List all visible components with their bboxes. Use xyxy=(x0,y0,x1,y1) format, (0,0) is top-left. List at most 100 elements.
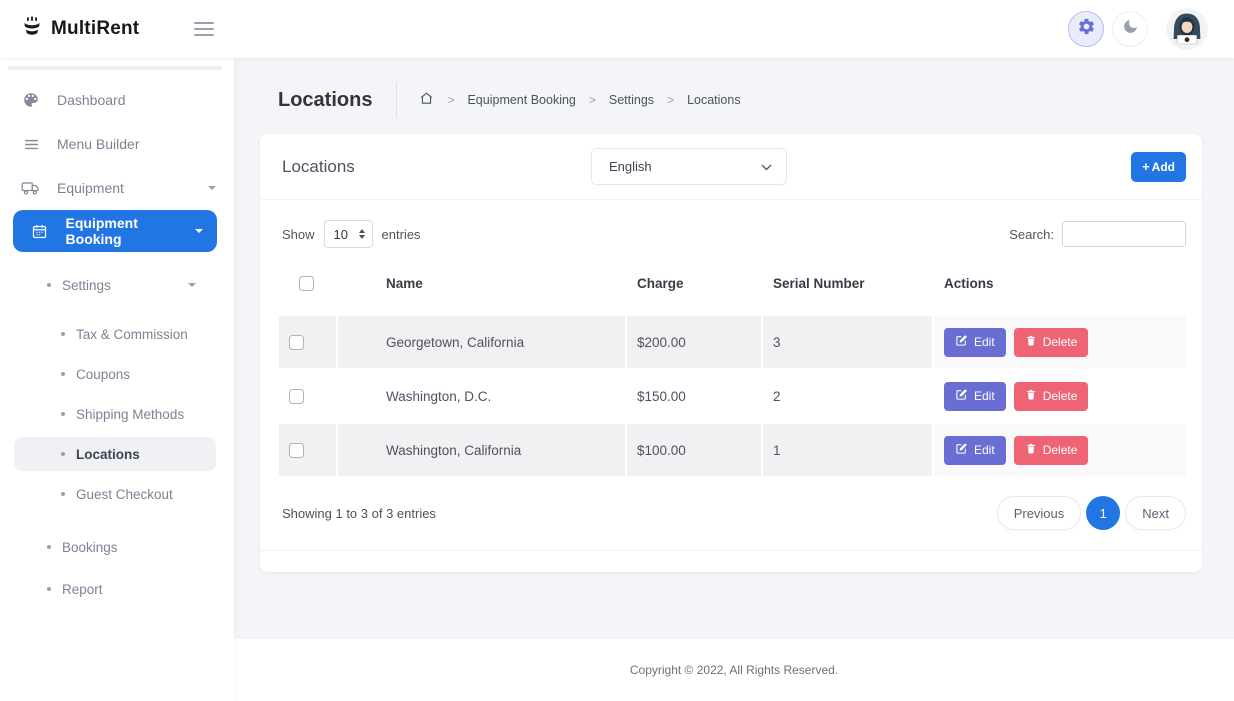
column-header-serial: Serial Number xyxy=(763,262,932,316)
sidebar-item-label: Bookings xyxy=(62,539,118,555)
sidebar-item-locations[interactable]: Locations xyxy=(14,437,216,471)
select-all-checkbox[interactable] xyxy=(299,276,314,291)
page-1-button[interactable]: 1 xyxy=(1086,496,1121,530)
trash-icon xyxy=(1025,334,1037,350)
brand-logo[interactable]: MultiRent xyxy=(20,15,139,44)
sidebar-item-label: Shipping Methods xyxy=(76,406,185,422)
home-icon[interactable] xyxy=(419,91,434,109)
sidebar-item-label: Equipment Booking xyxy=(65,215,138,247)
copyright-text: Copyright © 2022, All Rights Reserved. xyxy=(629,662,839,677)
sidebar-item-menu-builder[interactable]: Menu Builder xyxy=(0,122,234,166)
main-area: Locations > Equipment Booking > Settings… xyxy=(234,58,1234,701)
top-bar-right xyxy=(234,8,1234,50)
bullet-icon xyxy=(47,283,51,287)
entries-label: entries xyxy=(381,226,421,242)
delete-button-label: Delete xyxy=(1042,443,1078,457)
table-controls: Show 10 entries Search: xyxy=(260,200,1202,254)
search-input[interactable] xyxy=(1062,221,1186,247)
card-bottom-divider xyxy=(260,550,1202,572)
edit-button[interactable]: Edit xyxy=(944,435,1006,465)
column-header-name: Name xyxy=(338,262,625,316)
edit-button[interactable]: Edit xyxy=(944,381,1006,411)
entries-summary: Showing 1 to 3 of 3 entries xyxy=(282,505,436,521)
pagination: Previous 1 Next xyxy=(996,496,1186,530)
theme-dark-button[interactable] xyxy=(1112,11,1148,47)
sidebar-item-bookings[interactable]: Bookings xyxy=(0,526,234,568)
search-label: Search: xyxy=(1009,226,1054,242)
previous-page-button[interactable]: Previous xyxy=(996,496,1082,530)
chevron-down-icon xyxy=(761,159,772,174)
breadcrumb-equipment-booking[interactable]: Equipment Booking xyxy=(467,93,576,107)
sidebar-item-equipment-booking[interactable]: Equipment Booking xyxy=(13,210,217,252)
cell-name: Washington, California xyxy=(338,424,625,476)
dashboard-palette-icon xyxy=(20,91,42,109)
sidebar-item-tax-commission[interactable]: Tax & Commission xyxy=(0,314,234,354)
card-title: Locations xyxy=(282,156,355,176)
page-size-value: 10 xyxy=(333,226,348,242)
sidebar-item-report[interactable]: Report xyxy=(0,568,234,610)
spinner-arrows-icon xyxy=(358,229,365,239)
row-checkbox[interactable] xyxy=(289,388,304,404)
next-page-button[interactable]: Next xyxy=(1125,496,1186,530)
add-button[interactable]: + Add xyxy=(1131,151,1186,182)
delete-button[interactable]: Delete xyxy=(1013,435,1089,465)
show-label: Show xyxy=(282,226,315,242)
page-size-select[interactable]: 10 xyxy=(323,220,373,248)
cell-name: Washington, D.C. xyxy=(338,370,625,422)
table-header-row: Name Charge Serial Number Actions xyxy=(279,262,1186,316)
add-button-label: Add xyxy=(1151,159,1175,174)
brand-name: MultiRent xyxy=(51,18,140,39)
delete-button-label: Delete xyxy=(1042,389,1078,403)
content-area: Locations > Equipment Booking > Settings… xyxy=(234,58,1234,637)
sidebar: Dashboard Menu Builder Equipment xyxy=(0,58,234,701)
trash-icon xyxy=(1025,442,1037,458)
breadcrumb-settings[interactable]: Settings xyxy=(608,93,655,107)
locations-table: Name Charge Serial Number Actions George… xyxy=(260,254,1202,476)
language-select-value: English xyxy=(609,159,652,174)
table-row: Georgetown, California $200.00 3 Edit xyxy=(279,316,1186,368)
bullet-icon xyxy=(47,545,51,549)
sidebar-item-label: Dashboard xyxy=(57,92,126,108)
sidebar-item-label: Equipment xyxy=(57,180,124,196)
cell-serial: 2 xyxy=(763,370,932,422)
truck-icon xyxy=(20,178,42,198)
sidebar-item-shipping-methods[interactable]: Shipping Methods xyxy=(0,394,234,434)
sidebar-toggle-button[interactable] xyxy=(194,18,214,40)
trash-icon xyxy=(1025,388,1037,404)
bullet-icon xyxy=(61,372,65,376)
sidebar-item-dashboard[interactable]: Dashboard xyxy=(0,78,234,122)
user-avatar[interactable] xyxy=(1166,8,1208,50)
language-select[interactable]: English xyxy=(591,148,787,185)
calendar-icon xyxy=(29,223,51,240)
sidebar-item-label: Guest Checkout xyxy=(76,486,173,502)
column-header-charge: Charge xyxy=(627,262,761,316)
top-bar-left: MultiRent xyxy=(0,15,234,44)
sidebar-item-settings[interactable]: Settings xyxy=(0,264,234,306)
sidebar-item-coupons[interactable]: Coupons xyxy=(0,354,234,394)
bullet-icon xyxy=(61,492,65,496)
edit-icon xyxy=(955,334,968,350)
sidebar-item-label: Coupons xyxy=(76,366,131,382)
row-checkbox[interactable] xyxy=(289,442,304,458)
edit-icon xyxy=(955,442,968,458)
column-header-actions: Actions xyxy=(934,262,1186,316)
bullet-icon xyxy=(61,452,65,456)
row-checkbox[interactable] xyxy=(289,334,304,350)
breadcrumb-separator: > xyxy=(447,93,455,107)
sidebar-item-guest-checkout[interactable]: Guest Checkout xyxy=(0,474,234,514)
edit-button[interactable]: Edit xyxy=(944,327,1006,357)
brand-crown-icon xyxy=(20,15,44,44)
page-title: Locations xyxy=(278,88,373,111)
locations-card: Locations English + Add Show 10 xyxy=(260,134,1202,572)
sidebar-item-label: Locations xyxy=(76,446,140,462)
plus-icon: + xyxy=(1142,159,1150,174)
delete-button[interactable]: Delete xyxy=(1013,381,1089,411)
cell-name: Georgetown, California xyxy=(338,316,625,368)
sidebar-item-equipment[interactable]: Equipment xyxy=(0,166,234,210)
gear-sun-icon xyxy=(1077,17,1096,41)
top-bar: MultiRent xyxy=(0,0,1234,58)
delete-button[interactable]: Delete xyxy=(1013,327,1089,357)
theme-light-button[interactable] xyxy=(1068,11,1104,47)
hamburger-icon xyxy=(194,22,214,24)
cell-serial: 3 xyxy=(763,316,932,368)
